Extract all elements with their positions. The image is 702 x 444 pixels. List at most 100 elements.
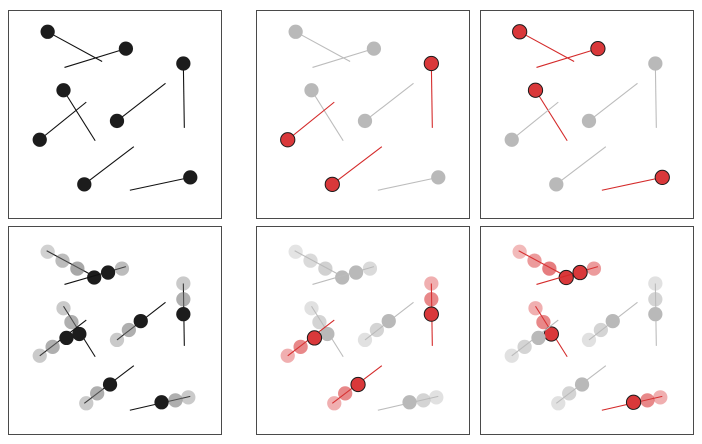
- stick-dot: [288, 24, 303, 39]
- motion-dot-trail: [79, 396, 94, 411]
- stick-line: [601, 176, 663, 191]
- stick-dot: [357, 113, 373, 129]
- motion-dot-trail: [424, 276, 439, 291]
- panel-static-highlight-b: [480, 10, 694, 219]
- motion-dot-trail: [304, 301, 319, 316]
- motion-dot-trail: [288, 244, 303, 259]
- motion-dot-trail: [357, 332, 373, 348]
- stick-line: [129, 176, 191, 191]
- motion-dot-current: [133, 313, 148, 329]
- stick-line: [116, 82, 166, 122]
- motion-dot-trail: [528, 301, 543, 316]
- stick-dot: [56, 83, 71, 98]
- motion-dot-trail: [542, 261, 557, 276]
- stick-dot: [590, 41, 606, 57]
- motion-dot-current: [402, 395, 417, 410]
- stick-dot: [648, 56, 663, 71]
- motion-dot-trail: [586, 261, 602, 276]
- motion-dot-trail: [327, 396, 342, 411]
- stick-dot: [183, 170, 198, 185]
- stick-dot: [109, 113, 125, 129]
- motion-dot-current: [423, 306, 439, 322]
- motion-dot-current: [335, 270, 350, 285]
- stick-line: [311, 89, 344, 142]
- stick-line: [588, 82, 638, 122]
- motion-dot-trail: [176, 276, 191, 291]
- stick-line: [64, 48, 127, 68]
- motion-dot-trail: [653, 390, 668, 405]
- stick-line: [39, 101, 87, 141]
- motion-dot-current: [605, 313, 620, 329]
- stick-dot: [176, 56, 191, 71]
- stick-line: [555, 146, 607, 185]
- motion-dot-trail: [312, 314, 327, 330]
- motion-dot-trail: [369, 322, 384, 338]
- stick-line: [287, 101, 335, 141]
- stick-dot: [549, 177, 564, 192]
- stick-dot: [304, 83, 319, 98]
- stick-dot: [504, 132, 519, 147]
- stick-line: [182, 63, 185, 128]
- motion-dot-trail: [416, 393, 431, 408]
- motion-dot-trail: [40, 244, 55, 259]
- stick-dot: [512, 24, 528, 40]
- motion-dot-trail: [168, 393, 183, 408]
- motion-dot-trail: [562, 386, 577, 401]
- stick-line: [83, 146, 135, 185]
- stick-dot: [32, 132, 47, 147]
- motion-dot-trail: [64, 314, 79, 330]
- motion-dot-trail: [176, 292, 191, 307]
- motion-dot-trail: [648, 292, 663, 307]
- motion-dot-trail: [504, 348, 519, 363]
- motion-dot-trail: [45, 339, 60, 354]
- motion-dot-current: [348, 265, 364, 280]
- motion-dot-trail: [318, 261, 333, 276]
- panel-1-drawing: [32, 24, 198, 192]
- panel-static-highlight-a: [256, 10, 470, 219]
- motion-dot-trail: [593, 322, 608, 338]
- motion-dot-current: [102, 377, 118, 392]
- motion-dot-trail: [109, 332, 125, 348]
- motion-dot-trail: [56, 301, 71, 316]
- motion-dot-trail: [527, 253, 542, 268]
- motion-dot-trail: [429, 390, 444, 405]
- motion-dot-current: [625, 394, 642, 410]
- panel-4-drawing: [32, 244, 196, 411]
- motion-dot-current: [320, 326, 335, 342]
- stick-line: [654, 63, 657, 128]
- stick-line: [364, 82, 414, 122]
- stick-dot: [366, 41, 382, 56]
- stick-line: [312, 48, 375, 68]
- stick-dot: [423, 55, 439, 72]
- motion-dot-current: [648, 307, 663, 322]
- stick-dot: [280, 132, 296, 148]
- panel-5-drawing: [280, 244, 444, 411]
- stick-line: [519, 31, 575, 62]
- stick-line: [295, 31, 351, 62]
- motion-dot-trail: [581, 332, 597, 348]
- motion-dot-current: [87, 270, 102, 285]
- stick-line: [377, 176, 439, 191]
- motion-dot-trail: [640, 393, 655, 408]
- motion-dot-trail: [551, 396, 566, 411]
- motion-dot-current: [572, 264, 588, 281]
- stick-dot: [527, 82, 544, 98]
- stick-line: [535, 89, 568, 142]
- stick-line: [430, 63, 433, 128]
- stick-line: [331, 146, 383, 185]
- stick-line: [536, 48, 599, 68]
- panel-motion-all-black: [8, 226, 222, 435]
- stick-dot: [40, 24, 55, 39]
- motion-dot-trail: [362, 261, 378, 276]
- motion-dot-current: [306, 330, 323, 346]
- panel-3-drawing: [504, 24, 670, 192]
- panel-static-all-black: [8, 10, 222, 219]
- motion-dot-trail: [114, 261, 130, 276]
- stick-line: [47, 31, 103, 62]
- stick-line: [63, 89, 96, 142]
- motion-dot-trail: [90, 386, 105, 401]
- motion-dot-current: [59, 330, 74, 346]
- motion-dot-current: [100, 265, 116, 280]
- panel-6-drawing: [504, 244, 668, 411]
- motion-dot-trail: [181, 390, 196, 405]
